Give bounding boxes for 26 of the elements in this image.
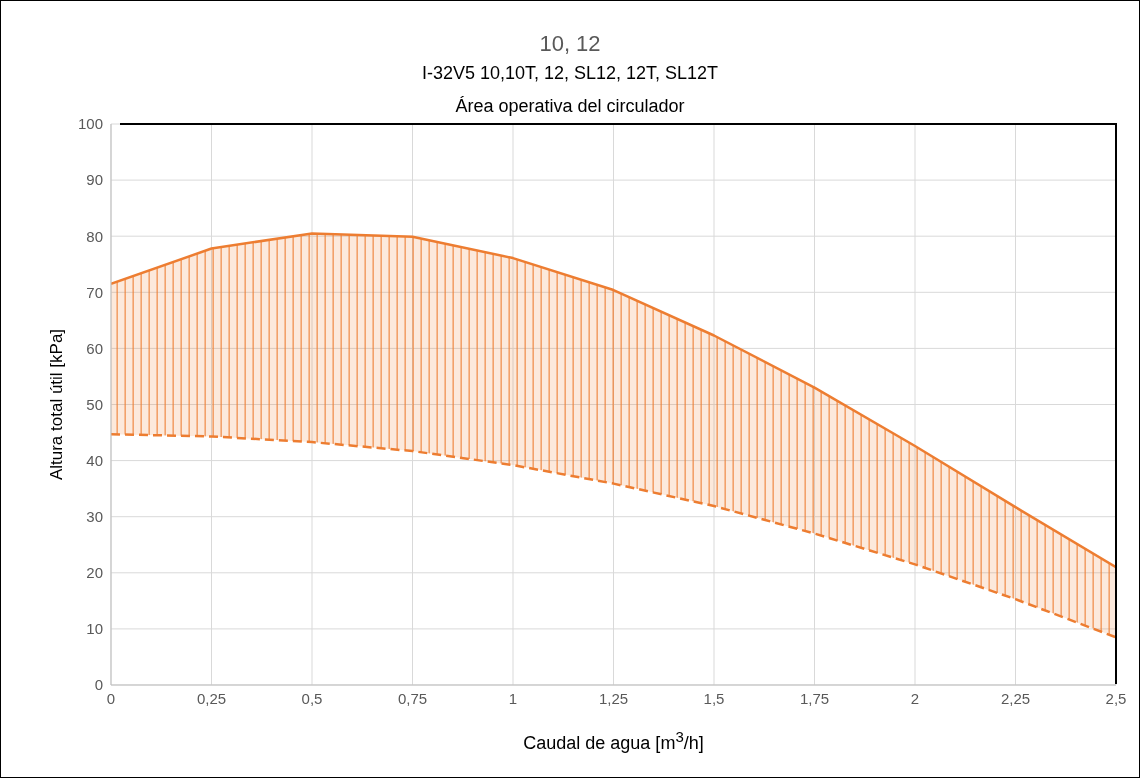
x-tick-label: 0,5 <box>301 689 323 707</box>
y-tick-label: 20 <box>86 564 103 582</box>
x-tick-label: 1,5 <box>703 689 725 707</box>
y-tick-label: 40 <box>86 451 103 469</box>
y-tick-label: 70 <box>86 283 103 301</box>
x-tick-label: 2 <box>910 689 920 707</box>
x-tick-label: 0,75 <box>397 689 428 707</box>
y-tick-label: 90 <box>86 171 103 189</box>
chart-title: 10, 12 <box>538 31 602 57</box>
y-tick-label: 80 <box>86 227 103 245</box>
x-tick-label: 1,75 <box>799 689 830 707</box>
y-tick-label: 60 <box>86 339 103 357</box>
chart-subtitle: I-32V5 10,10T, 12, SL12, 12T, SL12T Área operativa del circulador <box>420 63 720 117</box>
y-tick-label: 10 <box>86 620 103 638</box>
y-tick-label: 100 <box>77 115 103 133</box>
x-axis-title: Caudal de agua [m$^{3}$/h] <box>522 728 705 754</box>
x-tick-label: 2,25 <box>1000 689 1031 707</box>
x-tick-label: 2,5 <box>1105 689 1127 707</box>
x-tick-label: 1,25 <box>598 689 629 707</box>
y-tick-label: 30 <box>86 508 103 526</box>
x-tick-label: 0,25 <box>196 689 227 707</box>
x-tick-label: 0 <box>106 689 116 707</box>
y-axis-title: Altura total útil [kPa] <box>47 328 67 481</box>
y-tick-label: 50 <box>86 395 103 413</box>
y-tick-label: 0 <box>94 676 103 694</box>
x-tick-label: 1 <box>508 689 518 707</box>
